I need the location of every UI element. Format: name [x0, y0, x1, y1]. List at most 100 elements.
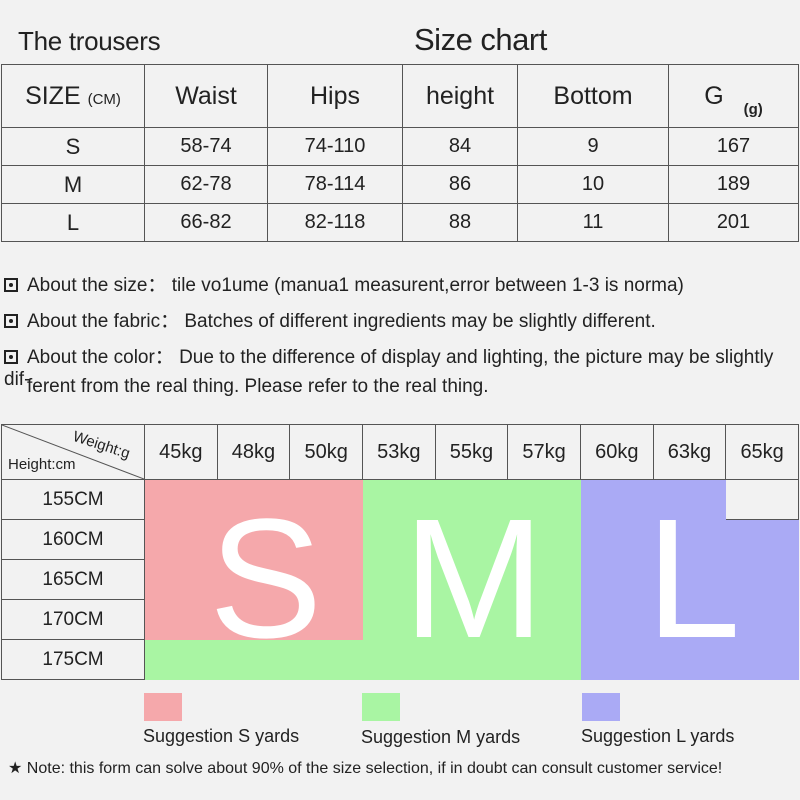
suggestion-cell-s	[216, 559, 291, 600]
weight-header: 57kg	[507, 424, 581, 480]
height-label: 175CM	[1, 639, 145, 680]
suggestion-cell-s	[289, 519, 363, 560]
weight-header: 55kg	[434, 424, 509, 480]
bullet-icon	[4, 314, 18, 328]
suggestion-cell-m	[361, 559, 436, 600]
suggestion-cell-l	[652, 639, 727, 680]
weight-header: 65kg	[725, 424, 799, 480]
grid-row: 170CM	[1, 599, 799, 640]
suggestion-cell-m	[507, 519, 581, 560]
suggestion-cell-s	[289, 479, 363, 520]
weight-header: 50kg	[289, 424, 363, 480]
waist-column-header: Waist	[144, 64, 268, 128]
waist-cell: 62-78	[144, 165, 268, 204]
bottom-column-header: Bottom	[517, 64, 669, 128]
height-cell: 86	[402, 165, 518, 204]
suggestion-cell-s	[144, 479, 218, 520]
legend-label-l: Suggestion L yards	[581, 726, 735, 746]
weight-header: 45kg	[144, 424, 218, 480]
table-row: M 62-78 78-114 86 10 189	[1, 165, 799, 204]
bottom-cell: 11	[517, 203, 669, 242]
bullet-icon	[4, 350, 18, 364]
size-table-header-row: SIZE (CM) Waist Hips height Bottom G (g)	[1, 64, 799, 128]
suggestion-cell-l	[652, 519, 727, 560]
grid-row: 175CM	[1, 639, 799, 680]
suggestion-cell-l	[725, 519, 799, 560]
height-cell: 88	[402, 203, 518, 242]
legend-swatch-s	[144, 693, 182, 721]
waist-cell: 58-74	[144, 127, 268, 166]
suggestion-cell-m	[434, 559, 509, 600]
hips-cell: 82-118	[267, 203, 403, 242]
bullet-icon	[4, 278, 18, 292]
grid-row: 155CM	[1, 479, 799, 520]
weight-header: 48kg	[216, 424, 291, 480]
hips-column-header: Hips	[267, 64, 403, 128]
suggestion-cell-l	[725, 599, 799, 640]
legend-swatch-l	[582, 693, 620, 721]
suggestion-cell-s	[216, 479, 291, 520]
table-row: L 66-82 82-118 88 11 201	[1, 203, 799, 242]
height-column-header: height	[402, 64, 518, 128]
height-cell: 84	[402, 127, 518, 166]
size-cell: M	[1, 165, 145, 204]
size-letter-m: M	[403, 484, 545, 674]
height-label: 155CM	[1, 479, 145, 520]
table-row: S 58-74 74-110 84 9 167	[1, 127, 799, 166]
suggestion-cell-m	[361, 519, 436, 560]
height-label: 160CM	[1, 519, 145, 560]
grid-row: 160CM	[1, 519, 799, 560]
suggestion-cell-l	[579, 559, 654, 600]
weight-header: 60kg	[579, 424, 654, 480]
suggestion-cell-s	[216, 599, 291, 640]
suggestion-cell-m	[361, 639, 436, 680]
note-color: About the color： Due to the difference o…	[4, 342, 800, 391]
suggestion-cell-m	[434, 599, 509, 640]
trousers-title: The trousers	[18, 26, 161, 56]
suggestion-cell-s	[144, 559, 218, 600]
suggestion-cell-l	[725, 639, 799, 680]
suggestion-cell-m	[434, 639, 509, 680]
suggestion-cell-s	[289, 599, 363, 640]
size-cell: L	[1, 203, 145, 242]
diagonal-divider	[2, 425, 144, 479]
suggestion-cell-l	[579, 519, 654, 560]
suggestion-cell-m	[434, 479, 509, 520]
g-cell: 189	[668, 165, 799, 204]
bottom-cell: 10	[517, 165, 669, 204]
size-header-unit: (CM)	[87, 90, 121, 108]
suggestion-cell-m	[361, 479, 436, 520]
legend-swatch-m	[362, 693, 400, 721]
g-cell: 167	[668, 127, 799, 166]
suggestion-cell-s	[216, 519, 291, 560]
size-letter-l: L	[646, 484, 741, 674]
suggestion-cell-s	[289, 559, 363, 600]
note-size-text: About the size： tile vo1ume (manua1 meas…	[27, 275, 684, 296]
weight-header: 53kg	[361, 424, 436, 480]
empty-cell	[725, 479, 799, 520]
suggestion-cell-m	[507, 599, 581, 640]
height-axis-label: Height:cm	[8, 456, 76, 473]
hips-cell: 74-110	[267, 127, 403, 166]
size-chart-title: Size chart	[414, 22, 547, 57]
waist-cell: 66-82	[144, 203, 268, 242]
suggestion-cell-m	[289, 639, 363, 680]
suggestion-cell-m	[434, 519, 509, 560]
suggestion-cell-l	[652, 559, 727, 600]
height-label: 165CM	[1, 559, 145, 600]
legend-label-m: Suggestion M yards	[361, 727, 521, 747]
g-column-header: G (g)	[668, 64, 799, 128]
footnote: ★ Note: this form can solve about 90% of…	[8, 760, 723, 777]
legend-label-s: Suggestion S yards	[143, 726, 300, 746]
size-measurement-table: SIZE (CM) Waist Hips height Bottom G (g) …	[1, 64, 799, 242]
suggestion-cell-l	[579, 639, 654, 680]
size-header-label: SIZE	[25, 81, 81, 110]
grid-row: 165CM	[1, 559, 799, 600]
suggestion-cell-l	[652, 479, 727, 520]
note-fabric: About the fabric： Batches of different i…	[4, 306, 656, 333]
size-cell: S	[1, 127, 145, 166]
note-color-continued: ferent from the real thing. Please refer…	[27, 376, 489, 397]
g-cell: 201	[668, 203, 799, 242]
suggestion-cell-m	[144, 639, 218, 680]
g-header-unit: (g)	[743, 100, 763, 118]
